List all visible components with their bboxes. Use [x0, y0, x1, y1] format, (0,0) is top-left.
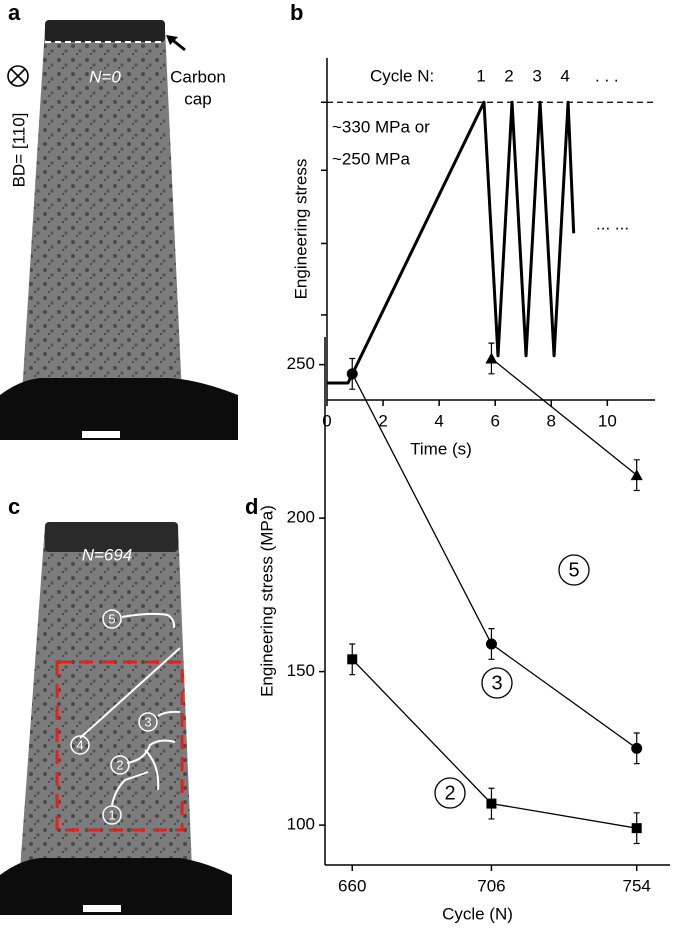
annotation: Carbon: [170, 67, 226, 86]
x-tick-label: 8: [547, 411, 556, 430]
annotation: . . .: [595, 67, 619, 86]
x-axis-label: Cycle (N): [442, 904, 513, 923]
region-labels: 5 3 4 2 1: [70, 609, 158, 825]
region-circle: [70, 735, 90, 755]
region-label: 3: [144, 714, 151, 729]
marker: [631, 823, 642, 834]
legend-label: 3: [491, 672, 502, 694]
annotation: BD= [110]: [9, 113, 28, 188]
x-axis-label: Time (s): [410, 439, 472, 458]
x-tick-label: 660: [338, 876, 366, 895]
x-tick-label: 4: [434, 411, 443, 430]
y-tick-label: 100: [287, 815, 315, 834]
x-tick-label: 6: [490, 411, 499, 430]
panel-label: d: [245, 494, 258, 519]
marker: [346, 368, 358, 380]
legend-label: 2: [444, 782, 455, 804]
y-tick-label: 200: [287, 508, 315, 527]
region-circle: [102, 805, 122, 825]
legend-circle: [558, 554, 590, 586]
y-axis-label: Engineering stress: [291, 159, 310, 300]
x-tick-label: 706: [477, 876, 505, 895]
marker: [485, 638, 497, 650]
y-axis-label: Engineering stress (MPa): [257, 505, 276, 697]
region-circle: [102, 609, 122, 629]
cycle-number: 4: [560, 67, 569, 86]
region-label: 5: [108, 611, 115, 626]
region-label: 1: [108, 807, 115, 822]
region-circle: [110, 755, 130, 775]
series-line: [491, 357, 638, 476]
stress-curve: [327, 100, 576, 385]
micrograph-c: [0, 522, 232, 915]
panel-label: b: [290, 0, 303, 25]
x-tick-label: 0: [322, 411, 331, 430]
x-tick-label: 10: [598, 411, 617, 430]
cycle-number: 1: [476, 67, 485, 86]
x-tick-label: 754: [623, 876, 651, 895]
marker: [486, 798, 497, 809]
cycle-number: 2: [504, 67, 513, 86]
marker: [485, 352, 498, 364]
annotation: N=0: [89, 67, 121, 86]
micrograph-a: [0, 20, 238, 440]
marker: [347, 654, 358, 665]
annotation: Cycle N:: [370, 67, 434, 86]
annotation: cap: [184, 89, 211, 108]
annotation: ~330 MPa or: [332, 118, 430, 137]
panel-label: a: [8, 0, 21, 25]
annotation: N=694: [82, 545, 133, 564]
marker: [630, 469, 643, 481]
marker: [631, 742, 643, 754]
charts: b 0 2 4 6 8 10 Time (s) Engineering stress Cycle …: [245, 0, 670, 923]
y-tick-label: 250: [287, 354, 315, 373]
panel-label: c: [8, 494, 20, 519]
region-label: 2: [116, 757, 123, 772]
y-tick-label: 150: [287, 661, 315, 680]
legend-circle: [481, 667, 513, 699]
region-label: 4: [76, 737, 83, 752]
legend-circle: [434, 777, 466, 809]
legend-label: 5: [568, 559, 579, 581]
cycle-number: 3: [532, 67, 541, 86]
annotation: ... ...: [596, 214, 629, 233]
region-circle: [138, 712, 158, 732]
x-tick-label: 2: [378, 411, 387, 430]
annotation: ~250 MPa: [332, 150, 411, 169]
